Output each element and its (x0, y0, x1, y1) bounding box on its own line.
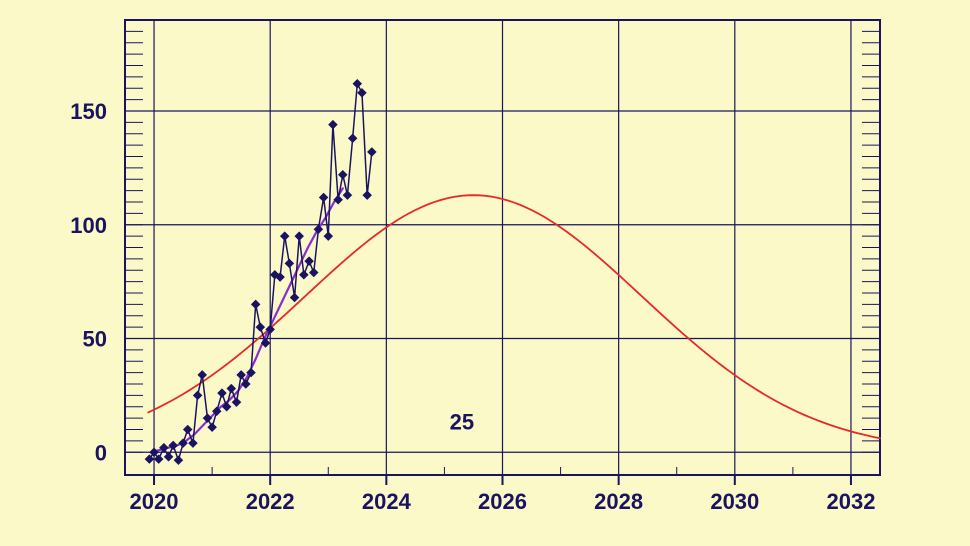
y-tick-label: 0 (95, 440, 107, 465)
x-tick-label: 2028 (594, 489, 643, 514)
cycle-label: 25 (450, 410, 474, 435)
x-tick-label: 2022 (246, 489, 295, 514)
x-tick-label: 2026 (478, 489, 527, 514)
y-tick-label: 100 (70, 213, 107, 238)
x-tick-label: 2024 (362, 489, 412, 514)
x-tick-label: 2030 (710, 489, 759, 514)
y-tick-label: 150 (70, 99, 107, 124)
chart-svg: 2020 2022 2024 2026 2028 2030 2032 0 50 100 150 25 (0, 0, 970, 546)
x-tick-label: 2032 (826, 489, 875, 514)
x-tick-label: 2020 (130, 489, 179, 514)
y-tick-label: 50 (83, 327, 107, 352)
chart-container: { "chart": { "type": "line+scatter", "ba… (0, 0, 970, 546)
